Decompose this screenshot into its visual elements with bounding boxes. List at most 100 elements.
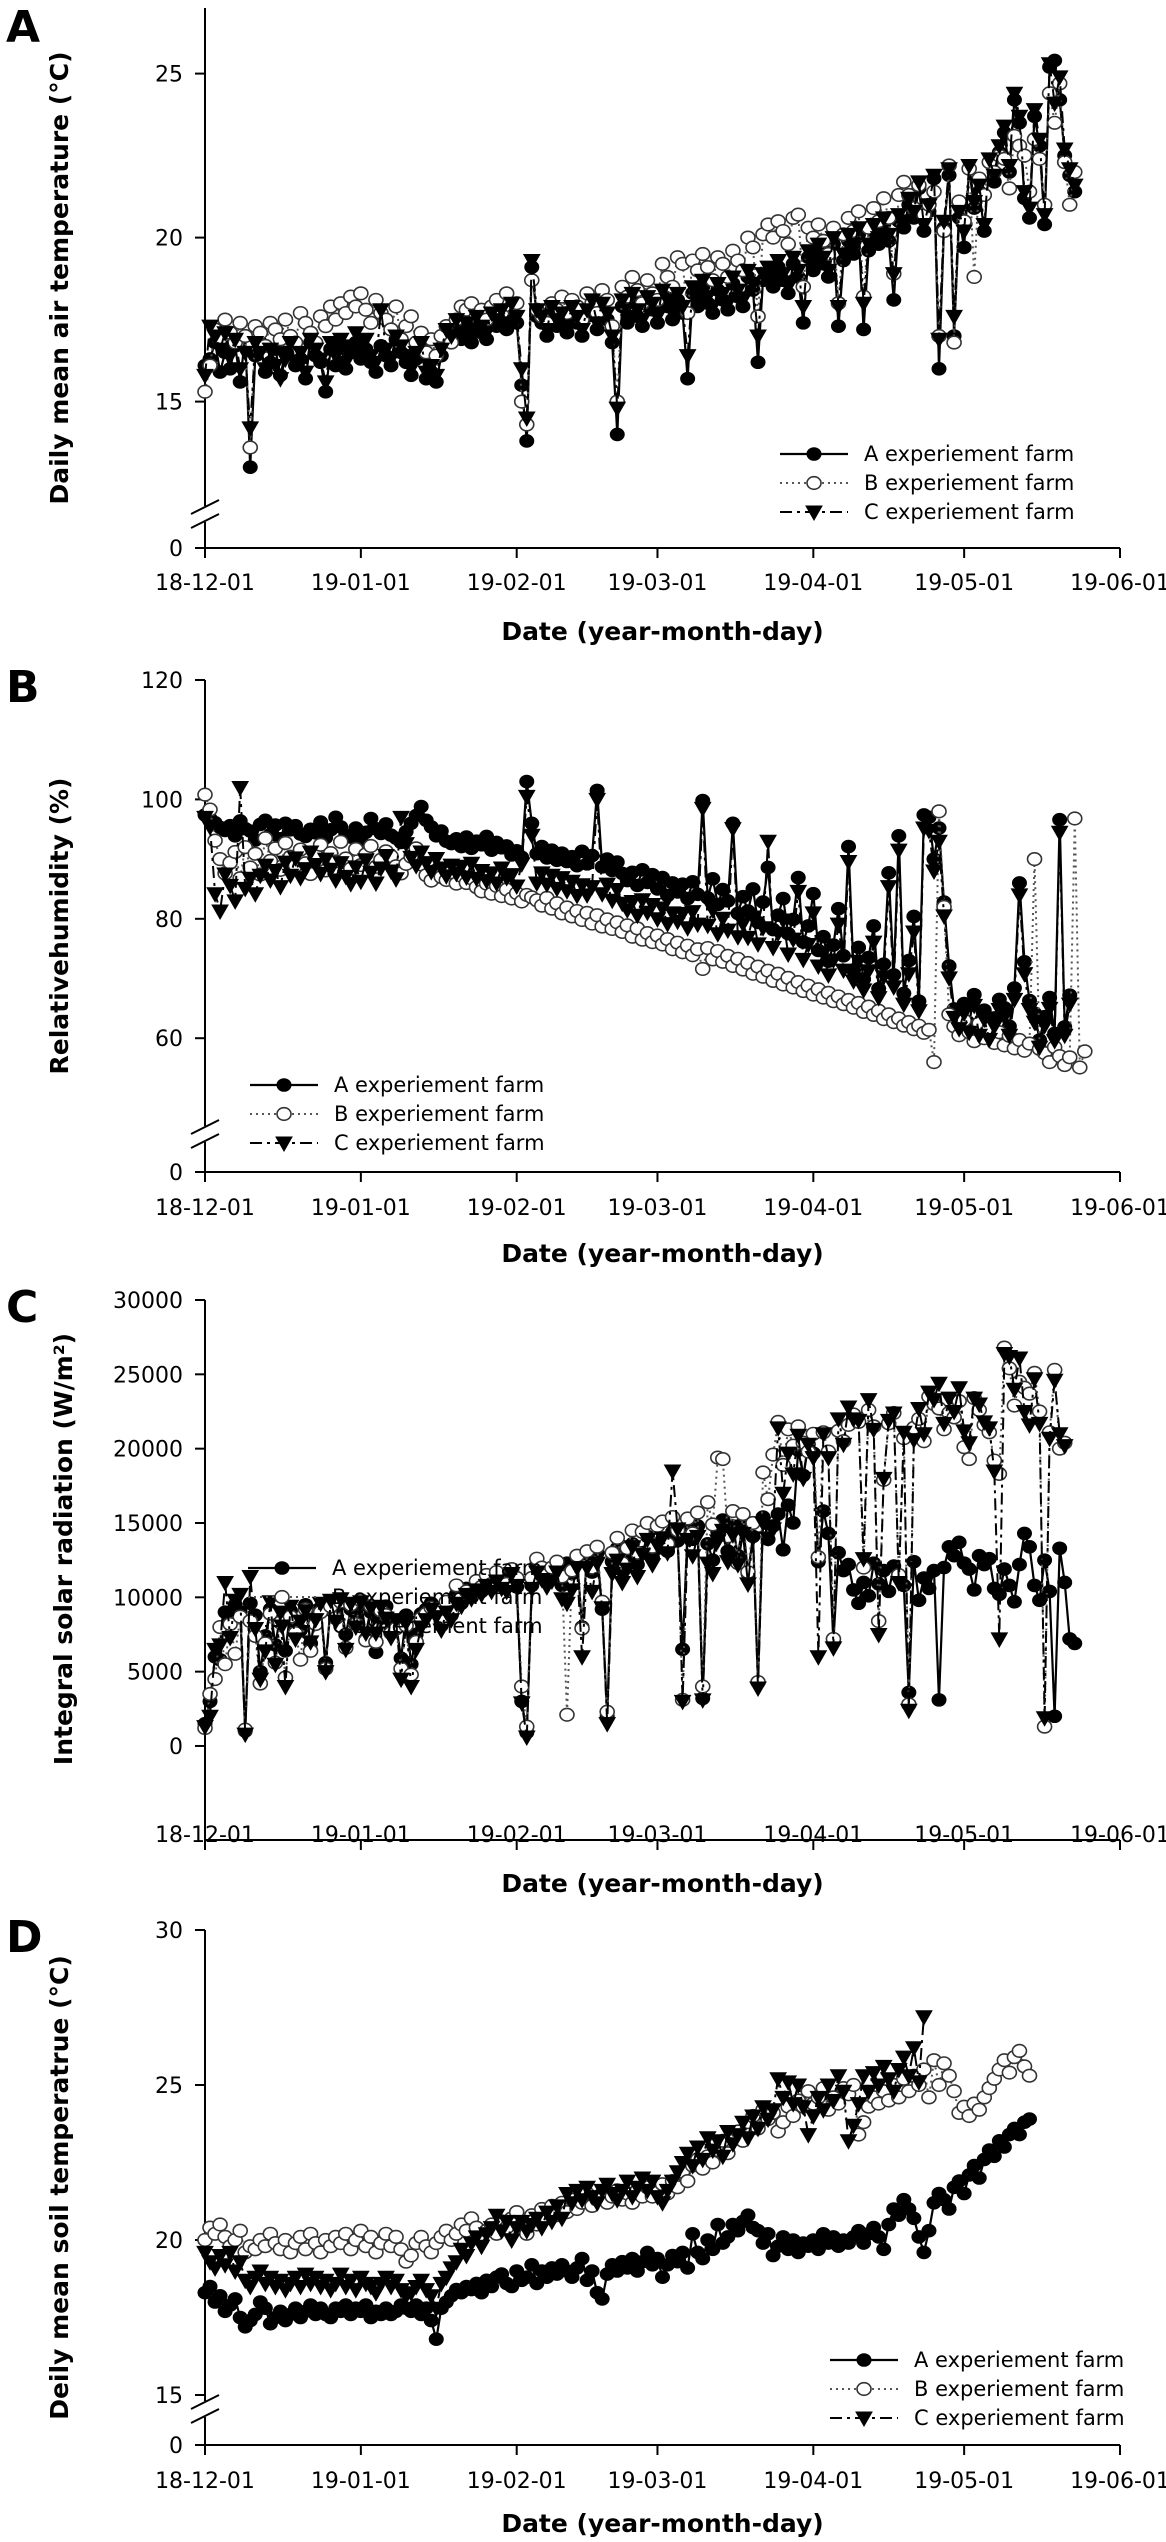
data-point <box>232 315 248 330</box>
data-point <box>724 1528 742 1544</box>
data-point <box>946 1548 962 1563</box>
data-point <box>899 1703 918 1720</box>
data-point <box>935 214 953 231</box>
data-point <box>332 834 349 849</box>
data-point <box>856 322 872 337</box>
data-point <box>507 1578 526 1595</box>
data-point <box>378 817 394 831</box>
data-point <box>864 935 883 952</box>
data-point <box>1015 967 1034 983</box>
data-point <box>996 2140 1012 2154</box>
data-point <box>735 889 751 904</box>
legend-label: A experiement farm <box>864 442 1074 466</box>
x-tick-label: 19-03-01 <box>608 2469 708 2494</box>
data-point <box>522 828 541 845</box>
y-tick-label: 25 <box>155 2074 183 2099</box>
data-point <box>341 877 360 893</box>
x-tick-label: 19-02-01 <box>467 1196 567 1221</box>
data-point <box>519 774 535 789</box>
data-point <box>925 864 943 881</box>
data-point <box>926 852 942 866</box>
data-point <box>875 191 892 206</box>
data-point <box>703 299 722 316</box>
legend-label: A experiement farm <box>914 2348 1124 2372</box>
data-point <box>553 306 571 323</box>
data-point <box>683 280 702 296</box>
data-point <box>1050 1427 1069 1443</box>
data-point <box>608 883 627 899</box>
data-point <box>574 1621 590 1636</box>
y-tick-label: 0 <box>169 2434 183 2459</box>
data-point <box>824 953 843 970</box>
y-tick-label: 60 <box>155 1027 183 1052</box>
data-point <box>472 2239 491 2256</box>
legend-label: C experiement farm <box>914 2406 1125 2430</box>
x-axis-title: Date (year-month-day) <box>501 1239 823 1268</box>
data-point <box>584 848 600 863</box>
legend-label: B experiement farm <box>914 2377 1124 2401</box>
data-point <box>1052 1541 1068 1556</box>
data-point <box>744 277 762 293</box>
data-point <box>760 2227 776 2241</box>
x-tick-label: 19-04-01 <box>763 571 863 596</box>
data-point <box>779 1446 798 1463</box>
data-point <box>910 2075 928 2091</box>
data-point <box>201 1709 219 1726</box>
x-tick-label: 19-04-01 <box>763 1196 863 1221</box>
data-point <box>573 1650 591 1666</box>
data-point <box>1031 1404 1048 1419</box>
data-point <box>216 867 234 884</box>
data-point <box>966 1583 982 1597</box>
data-point <box>834 247 853 264</box>
data-point <box>221 349 239 365</box>
plot-area <box>196 53 1084 475</box>
data-point <box>1010 109 1029 126</box>
data-point <box>708 1534 727 1550</box>
data-point <box>694 246 711 262</box>
data-point <box>427 368 446 385</box>
axes: 0 60 80 100 120 18-12-01 19-01-01 19-02-01 19-03… <box>45 669 1166 1268</box>
data-point <box>412 336 431 352</box>
data-point <box>971 2102 988 2117</box>
data-point <box>277 1644 293 1658</box>
data-point <box>834 2084 853 2101</box>
data-point <box>357 332 375 349</box>
data-point <box>814 2103 833 2119</box>
data-point <box>1016 1526 1032 1541</box>
data-point <box>633 1547 652 1564</box>
data-point <box>961 1451 977 1467</box>
data-point <box>507 879 526 895</box>
data-point <box>799 244 818 260</box>
x-tick-label: 19-04-01 <box>763 2469 863 2494</box>
x-tick-label: 19-06-01 <box>1070 2469 1166 2494</box>
data-point <box>931 804 947 819</box>
data-point <box>482 1584 501 1601</box>
data-point <box>720 894 736 908</box>
data-point <box>829 917 848 934</box>
data-point <box>809 959 828 975</box>
data-point <box>392 339 410 355</box>
data-point <box>750 309 766 324</box>
data-point <box>794 952 813 969</box>
data-point <box>849 2097 868 2113</box>
x-tick-label: 19-01-01 <box>311 571 411 596</box>
data-point <box>729 283 747 300</box>
data-point <box>708 2134 727 2150</box>
y-tick-label: 30000 <box>113 1289 183 1314</box>
data-point <box>729 1558 747 1574</box>
y-tick-label: 5000 <box>127 1661 183 1686</box>
data-point <box>685 874 701 889</box>
data-point <box>457 2249 476 2265</box>
data-point <box>1005 1382 1024 1399</box>
legend-marker <box>276 1078 292 1092</box>
data-point <box>387 872 405 888</box>
data-point <box>765 1447 781 1462</box>
data-point <box>854 296 873 313</box>
data-point <box>407 345 426 362</box>
data-point <box>744 1531 762 1547</box>
data-point <box>745 882 761 896</box>
data-point <box>779 280 798 296</box>
data-point <box>594 2292 610 2306</box>
data-point <box>1055 1028 1074 1045</box>
data-point <box>980 1421 999 1437</box>
